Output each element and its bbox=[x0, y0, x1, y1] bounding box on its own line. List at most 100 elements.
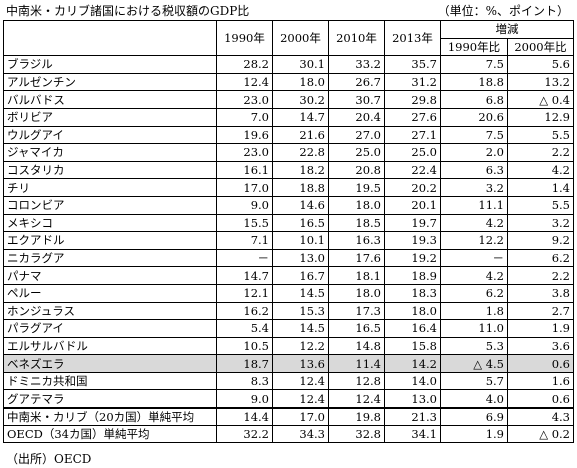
value-cell-v2013: 34.1 bbox=[384, 424, 441, 444]
value-cell-v2010: 32.8 bbox=[328, 424, 385, 444]
table-row: ボリビア 7.0 14.7 20.4 27.6 20.6 12.9 bbox=[3, 107, 574, 127]
value-cell-v2013: 20.2 bbox=[384, 178, 441, 197]
value-cell-v2013: 27.1 bbox=[384, 125, 441, 145]
value-cell-v1990: 7.1 bbox=[216, 231, 273, 250]
country-cell: ニカラグア bbox=[3, 248, 217, 268]
table-row: グアテマラ 9.0 12.4 12.4 13.0 4.0 0.6 bbox=[3, 389, 574, 409]
value-cell-v2010: 18.0 bbox=[328, 283, 385, 303]
table-row: エクアドル 7.1 10.1 16.3 19.3 12.2 9.2 bbox=[3, 231, 574, 250]
value-cell-v1990: 9.0 bbox=[216, 389, 273, 409]
value-cell-c1990: 7.5 bbox=[440, 55, 508, 74]
table-row: メキシコ 15.5 16.5 18.5 19.7 4.2 3.2 bbox=[3, 213, 574, 233]
value-cell-c1990: 6.2 bbox=[440, 283, 508, 303]
country-cell: アルゼンチン bbox=[3, 72, 217, 92]
value-cell-v2010: 19.5 bbox=[328, 178, 385, 197]
value-cell-v2000: 13.6 bbox=[272, 354, 329, 373]
value-cell-v2013: 27.6 bbox=[384, 107, 441, 127]
value-cell-v2013: 25.0 bbox=[384, 143, 441, 162]
value-cell-v2013: 18.0 bbox=[384, 301, 441, 321]
value-cell-v1990: 5.4 bbox=[216, 319, 273, 338]
value-cell-v2010: 17.3 bbox=[328, 301, 385, 321]
country-cell: ドミニカ共和国 bbox=[3, 371, 217, 391]
value-cell-v1990: 9.0 bbox=[216, 195, 273, 215]
value-cell-v2010: 11.4 bbox=[328, 354, 385, 373]
table-row: コロンビア 9.0 14.6 18.0 20.1 11.1 5.5 bbox=[3, 195, 574, 215]
value-cell-c2000: 4.3 bbox=[507, 406, 574, 426]
header-change-vs-1990: 1990年比 bbox=[440, 37, 508, 57]
country-cell: OECD（34カ国）単純平均 bbox=[3, 424, 217, 444]
value-cell-v2010: 26.7 bbox=[328, 72, 385, 92]
value-cell-v2000: 10.1 bbox=[272, 231, 329, 250]
value-cell-v2000: 14.6 bbox=[272, 195, 329, 215]
value-cell-v2000: 17.0 bbox=[272, 406, 329, 426]
table-row: パラグアイ 5.4 14.5 16.5 16.4 11.0 1.9 bbox=[3, 319, 574, 338]
value-cell-v2000: 34.3 bbox=[272, 424, 329, 444]
table-row: ブラジル 28.2 30.1 33.2 35.7 7.5 5.6 bbox=[3, 55, 574, 74]
unit-note: （単位：%、ポイント） bbox=[437, 4, 569, 18]
value-cell-v2010: 16.3 bbox=[328, 231, 385, 250]
value-cell-v2010: 27.0 bbox=[328, 125, 385, 145]
value-cell-v2010: 19.8 bbox=[328, 406, 385, 426]
country-cell: バルバドス bbox=[3, 90, 217, 109]
value-cell-v2000: 16.7 bbox=[272, 266, 329, 285]
country-cell: ホンジュラス bbox=[3, 301, 217, 321]
value-cell-v2000: 18.2 bbox=[272, 160, 329, 180]
value-cell-v2000: 21.6 bbox=[272, 125, 329, 145]
value-cell-v2010: 25.0 bbox=[328, 143, 385, 162]
country-cell: エクアドル bbox=[3, 231, 217, 250]
value-cell-c2000: 2.2 bbox=[507, 266, 574, 285]
table-row: ペルー 12.1 14.5 18.0 18.3 6.2 3.8 bbox=[3, 283, 574, 303]
value-cell-v1990: 8.3 bbox=[216, 371, 273, 391]
country-cell: ブラジル bbox=[3, 55, 217, 74]
value-cell-v2000: 12.4 bbox=[272, 371, 329, 391]
header-change-group: 増減 bbox=[440, 20, 574, 39]
table-row: エルサルバドル 10.5 12.2 14.8 15.8 5.3 3.6 bbox=[3, 336, 574, 356]
value-cell-v2013: 19.2 bbox=[384, 248, 441, 268]
value-cell-v2000: 15.3 bbox=[272, 301, 329, 321]
value-cell-c2000: 9.2 bbox=[507, 231, 574, 250]
value-cell-c2000: 0.6 bbox=[507, 354, 574, 373]
value-cell-c2000: 2.2 bbox=[507, 143, 574, 162]
value-cell-v1990: 14.7 bbox=[216, 266, 273, 285]
value-cell-c2000: 2.7 bbox=[507, 301, 574, 321]
value-cell-v2013: 29.8 bbox=[384, 90, 441, 109]
value-cell-v2010: 18.5 bbox=[328, 213, 385, 233]
country-cell: パラグアイ bbox=[3, 319, 217, 338]
value-cell-v2000: 22.8 bbox=[272, 143, 329, 162]
value-cell-c2000: △ 0.2 bbox=[507, 424, 574, 444]
value-cell-c1990: 18.8 bbox=[440, 72, 508, 92]
value-cell-v2000: 14.7 bbox=[272, 107, 329, 127]
value-cell-c1990: △ 4.5 bbox=[440, 354, 508, 373]
value-cell-c1990: 4.0 bbox=[440, 389, 508, 409]
value-cell-v2010: 14.8 bbox=[328, 336, 385, 356]
header-year-2010: 2010年 bbox=[328, 19, 385, 57]
value-cell-v1990: 12.1 bbox=[216, 283, 273, 303]
value-cell-v2013: 22.4 bbox=[384, 160, 441, 180]
table-row: ニカラグア－ 13.0 17.6 19.2 － 6.2 bbox=[3, 248, 574, 268]
country-cell: エルサルバドル bbox=[3, 336, 217, 356]
header-year-2013: 2013年 bbox=[384, 19, 441, 57]
header-row-1: 1990年 2000年 2010年 2013年 増減 bbox=[3, 19, 574, 57]
value-cell-v2000: 14.5 bbox=[272, 319, 329, 338]
value-cell-v2013: 31.2 bbox=[384, 72, 441, 92]
value-cell-v2010: 12.4 bbox=[328, 389, 385, 409]
value-cell-v2010: 16.5 bbox=[328, 319, 385, 338]
summary-row: 中南米・カリブ（20カ国）単純平均 14.4 17.0 19.8 21.3 6.9 4.3 bbox=[3, 406, 574, 426]
table-title: 中南米・カリブ諸国における税収額のGDP比 bbox=[6, 4, 250, 18]
country-cell: ペルー bbox=[3, 283, 217, 303]
value-cell-v1990: 10.5 bbox=[216, 336, 273, 356]
country-cell: パナマ bbox=[3, 266, 217, 285]
value-cell-v2000: 30.1 bbox=[272, 55, 329, 74]
table-row: ウルグアイ 19.6 21.6 27.0 27.1 7.5 5.5 bbox=[3, 125, 574, 145]
country-cell: チリ bbox=[3, 178, 217, 197]
value-cell-v2000: 16.5 bbox=[272, 213, 329, 233]
value-cell-c2000: 1.9 bbox=[507, 319, 574, 338]
country-cell: コロンビア bbox=[3, 195, 217, 215]
country-cell: ボリビア bbox=[3, 107, 217, 127]
value-cell-c1990: 11.1 bbox=[440, 195, 508, 215]
country-cell: コスタリカ bbox=[3, 160, 217, 180]
country-cell: ジャマイカ bbox=[3, 143, 217, 162]
value-cell-c1990: 3.2 bbox=[440, 178, 508, 197]
value-cell-v1990: 23.0 bbox=[216, 143, 273, 162]
country-cell: 中南米・カリブ（20カ国）単純平均 bbox=[3, 406, 217, 426]
